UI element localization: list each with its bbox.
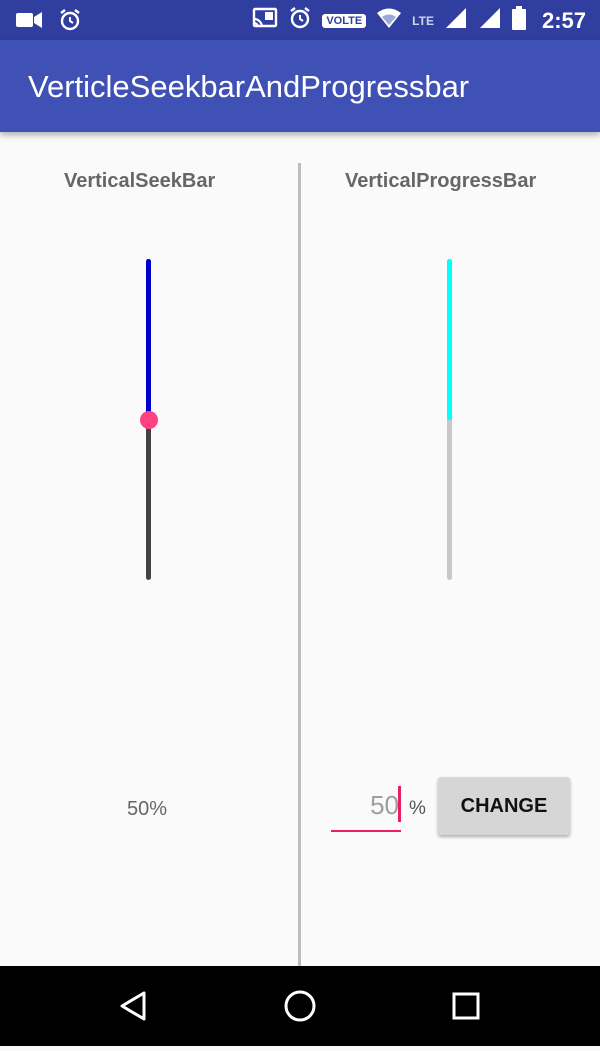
app-bar: VerticleSeekbarAndProgressbar <box>0 40 600 132</box>
change-button[interactable]: CHANGE <box>438 777 570 835</box>
seekbar-heading: VerticalSeekBar <box>64 170 216 192</box>
progressbar-track <box>447 259 452 580</box>
wifi-icon <box>376 7 402 34</box>
percent-sign: % <box>409 798 426 819</box>
alarm-icon <box>288 6 312 35</box>
alarm-icon <box>58 8 82 37</box>
percent-input-value[interactable]: 50 <box>370 790 399 820</box>
seekbar-value-label: 50% <box>127 798 168 820</box>
clock: 2:57 <box>541 7 586 33</box>
main-content: VerticalSeekBar 50% VerticalProgressBar … <box>0 132 600 966</box>
cast-icon <box>252 7 278 34</box>
progressbar-heading: VerticalProgressBar <box>345 170 537 192</box>
app-title: VerticleSeekbarAndProgressbar <box>28 69 470 104</box>
home-icon <box>284 990 316 1022</box>
recents-button[interactable] <box>426 966 506 1046</box>
navigation-bar <box>0 966 600 1046</box>
recents-icon <box>452 992 480 1020</box>
input-underline <box>331 830 401 832</box>
network-type: LTE <box>412 13 434 28</box>
back-icon <box>120 991 146 1021</box>
divider <box>298 163 301 966</box>
percent-input[interactable]: 50 <box>331 784 401 832</box>
progressbar-progress <box>447 259 452 420</box>
volte-badge: VOLTE <box>322 13 367 28</box>
battery-icon <box>511 6 526 35</box>
status-bar: VOLTE LTE 2:57 <box>0 0 600 40</box>
video-icon <box>16 11 42 34</box>
text-cursor <box>398 786 401 822</box>
home-button[interactable] <box>260 966 340 1046</box>
signal-icon <box>478 6 502 35</box>
signal-icon <box>444 6 468 35</box>
seekbar-progress <box>146 259 151 420</box>
back-button[interactable] <box>94 966 174 1046</box>
seekbar-thumb[interactable] <box>139 410 158 429</box>
